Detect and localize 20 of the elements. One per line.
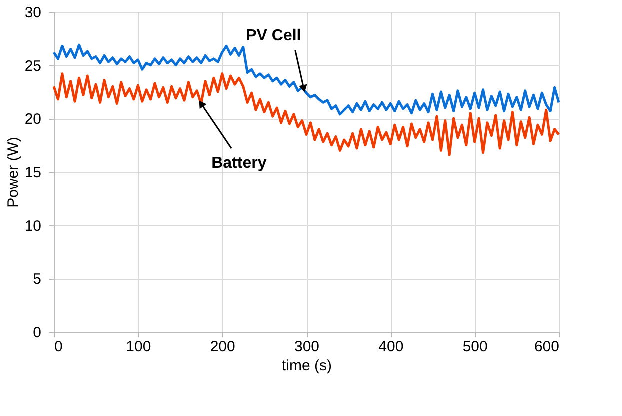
line-series [52,44,560,116]
y-tick-label: 10 [24,218,42,235]
x-axis-title: time (s) [282,358,332,374]
x-tick-label: 300 [294,338,320,356]
annotation: Battery [212,154,267,172]
y-tick-label: 30 [24,4,42,22]
x-tick-label: 0 [54,338,63,356]
y-tick-label: 15 [24,164,42,182]
y-tick-label: 0 [33,324,42,342]
x-tick-label: 400 [378,338,404,356]
annotation: PV Cell [246,27,302,44]
x-tick-label: 500 [462,338,488,356]
y-tick-label: 25 [24,58,42,75]
x-tick-label: 200 [210,338,236,356]
y-axis-title: Power (W) [4,137,22,208]
y-tick-label: 5 [33,271,42,288]
line-series [52,72,560,156]
y-tick-label: 20 [24,111,42,128]
x-tick-label: 600 [534,338,560,356]
x-tick-label: 100 [126,338,152,356]
